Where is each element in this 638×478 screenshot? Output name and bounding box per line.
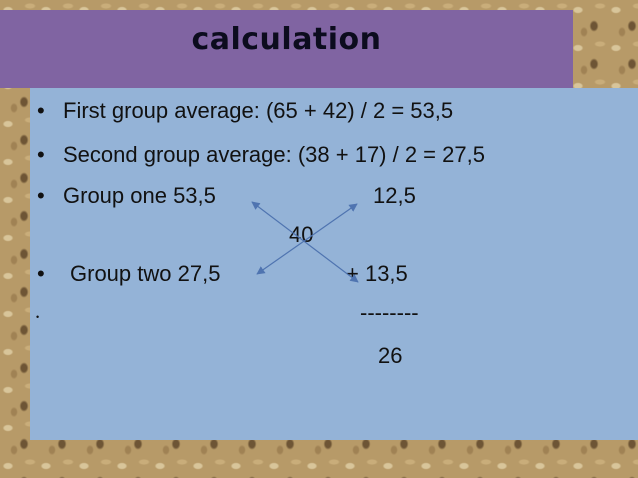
first-group-average: First group average: (65 + 42) / 2 = 53,… [63,98,454,123]
separator-line: -------- [360,300,419,325]
second-group-average: Second group average: (38 + 17) / 2 = 27… [63,142,485,167]
arrow-group-two-to-group-one-diff [256,203,358,275]
bullet-4: • [37,261,45,286]
bullet-2: • [37,142,45,167]
group-two: Group two 27,5 [70,261,221,286]
total-value: 26 [378,343,403,368]
slide-title: calculation [191,22,382,57]
bullet-3: • [37,183,45,208]
bullet-5: • [36,312,40,322]
group-one-difference: 12,5 [373,183,416,208]
group-one: Group one 53,5 [63,183,216,208]
title-bar [0,10,573,88]
bullet-1: • [37,98,45,123]
